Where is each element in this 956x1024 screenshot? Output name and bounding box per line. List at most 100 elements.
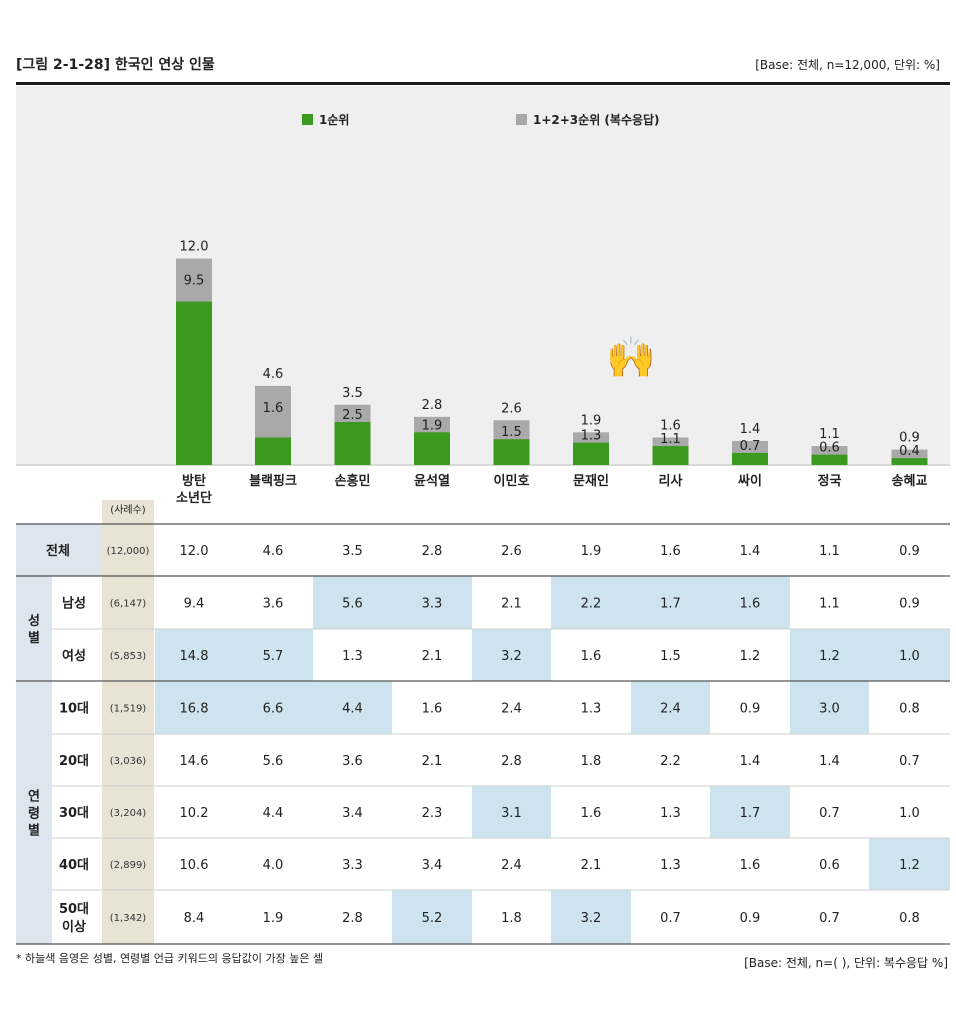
cell-2-0: 14.8 <box>180 649 209 664</box>
cell-6-2: 3.3 <box>342 858 363 873</box>
data-label-first-3: 1.9 <box>422 418 443 433</box>
cell-0-7: 1.4 <box>740 544 761 559</box>
cell-4-8: 1.4 <box>819 754 840 769</box>
cell-2-8: 1.2 <box>819 649 840 664</box>
row-label-7-1: 이상 <box>62 919 86 935</box>
row-n-7: (1,342) <box>110 913 147 924</box>
bar-first-4 <box>493 439 530 465</box>
row-n-2: (5,853) <box>110 651 147 662</box>
row-n-6: (2,899) <box>110 860 147 871</box>
data-label-total-5: 1.9 <box>581 413 602 428</box>
cell-3-7: 0.9 <box>740 702 761 717</box>
cell-7-3: 5.2 <box>422 911 443 926</box>
cell-5-5: 1.6 <box>581 806 602 821</box>
cell-6-8: 0.6 <box>819 858 840 873</box>
data-label-total-9: 0.9 <box>899 431 920 446</box>
cell-1-3: 3.3 <box>422 597 443 612</box>
cell-7-5: 3.2 <box>581 911 602 926</box>
cell-0-2: 3.5 <box>342 544 363 559</box>
row-n-1: (6,147) <box>110 599 147 610</box>
row-n-4: (3,036) <box>110 756 147 767</box>
cell-3-8: 3.0 <box>819 702 840 717</box>
group-label-age-0: 연 <box>28 790 40 805</box>
highlight-cell-2-4 <box>472 629 551 681</box>
highlight-cell-7-5 <box>551 890 631 944</box>
group-label-gender-1: 별 <box>28 630 40 646</box>
row-label-0: 전체 <box>46 543 70 559</box>
row-label-3: 10대 <box>59 702 89 717</box>
cell-6-5: 2.1 <box>581 858 602 873</box>
cell-7-6: 0.7 <box>660 911 681 926</box>
cell-2-2: 1.3 <box>342 649 363 664</box>
bar-first-1 <box>255 437 291 465</box>
cell-5-6: 1.3 <box>660 806 681 821</box>
highlight-cell-1-3 <box>392 576 472 629</box>
data-label-total-4: 2.6 <box>501 401 522 416</box>
data-label-first-2: 2.5 <box>342 408 363 423</box>
data-label-first-7: 0.7 <box>740 439 761 454</box>
bar-first-0 <box>176 301 212 465</box>
group-bg-gender <box>16 576 52 681</box>
cell-6-3: 3.4 <box>422 858 443 873</box>
cell-6-9: 1.2 <box>899 858 920 873</box>
bar-first-3 <box>414 432 450 465</box>
cell-7-8: 0.7 <box>819 911 840 926</box>
highlight-cell-2-1 <box>233 629 313 681</box>
highlight-cell-3-1 <box>233 681 313 734</box>
cell-3-1: 6.6 <box>263 702 284 717</box>
legend-label-1: 1+2+3순위 (복수응답) <box>533 112 660 127</box>
bar-first-7 <box>732 452 768 465</box>
bar-first-9 <box>891 458 928 465</box>
cell-6-0: 10.6 <box>180 858 209 873</box>
cell-4-2: 3.6 <box>342 754 363 769</box>
highlight-cell-2-9 <box>869 629 950 681</box>
cell-3-0: 16.8 <box>180 702 209 717</box>
highlight-cell-2-0 <box>155 629 233 681</box>
category-label-1: 블랙핑크 <box>249 473 297 489</box>
header-rule <box>16 82 950 85</box>
cell-7-2: 2.8 <box>342 911 363 926</box>
cell-5-3: 2.3 <box>422 806 443 821</box>
cell-0-5: 1.9 <box>581 544 602 559</box>
cell-1-7: 1.6 <box>740 597 761 612</box>
chart-background <box>16 86 950 466</box>
cell-6-4: 2.4 <box>501 858 522 873</box>
highlight-cell-2-8 <box>790 629 869 681</box>
data-label-total-8: 1.1 <box>819 427 840 442</box>
cell-7-7: 0.9 <box>740 911 761 926</box>
cell-7-1: 1.9 <box>263 911 284 926</box>
highlight-cell-1-7 <box>710 576 790 629</box>
row-label-5: 30대 <box>59 806 89 821</box>
highlight-cell-5-7 <box>710 786 790 838</box>
cell-2-1: 5.7 <box>263 649 284 664</box>
cell-7-4: 1.8 <box>501 911 522 926</box>
cell-0-8: 1.1 <box>819 544 840 559</box>
sample-size-column-bg <box>102 500 154 944</box>
data-label-total-1: 4.6 <box>263 367 284 382</box>
cell-3-6: 2.4 <box>660 702 681 717</box>
data-label-total-7: 1.4 <box>740 422 761 437</box>
cell-4-9: 0.7 <box>899 754 920 769</box>
cell-3-3: 1.6 <box>422 702 443 717</box>
highlight-cell-3-8 <box>790 681 869 734</box>
category-label-8: 정국 <box>818 473 842 489</box>
cell-2-9: 1.0 <box>899 649 920 664</box>
cell-1-2: 5.6 <box>342 597 363 612</box>
bar-first-5 <box>573 442 609 465</box>
cell-5-4: 3.1 <box>501 806 522 821</box>
bar-first-2 <box>334 422 371 465</box>
highlight-cell-3-0 <box>155 681 233 734</box>
cell-3-2: 4.4 <box>342 702 363 717</box>
cell-3-5: 1.3 <box>581 702 602 717</box>
data-label-total-6: 1.6 <box>660 418 681 433</box>
cell-3-4: 2.4 <box>501 702 522 717</box>
cell-1-5: 2.2 <box>581 597 602 612</box>
cell-0-3: 2.8 <box>422 544 443 559</box>
category-label-6: 리사 <box>659 473 683 489</box>
highlight-cell-1-6 <box>631 576 710 629</box>
cell-6-7: 1.6 <box>740 858 761 873</box>
cell-5-9: 1.0 <box>899 806 920 821</box>
cell-1-1: 3.6 <box>263 597 284 612</box>
data-label-first-9: 0.4 <box>899 444 920 459</box>
